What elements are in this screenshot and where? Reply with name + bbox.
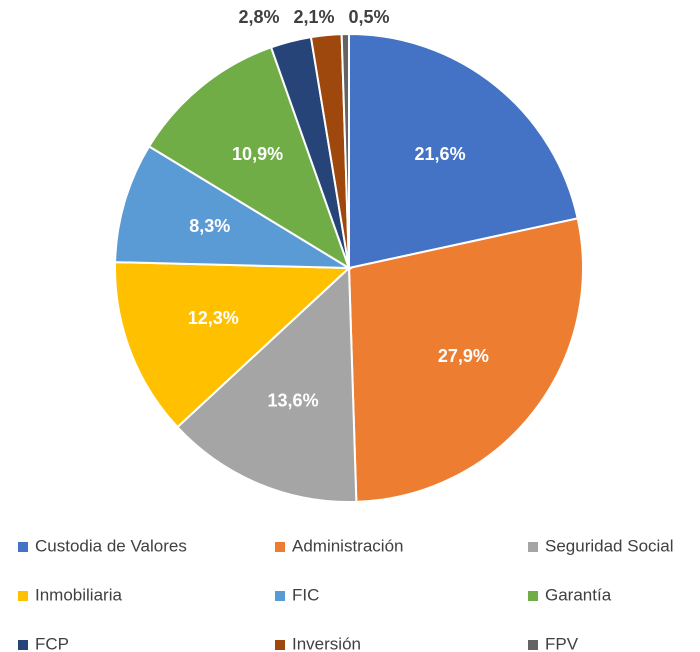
pie-slice <box>114 144 353 270</box>
legend-swatch <box>528 542 538 552</box>
legend-swatch <box>18 591 28 601</box>
legend-swatch <box>528 640 538 650</box>
legend-label: Inversión <box>292 634 361 652</box>
data-label: 2,1% <box>293 7 334 27</box>
legend-label: Inmobiliaria <box>35 585 122 604</box>
pie-slice <box>147 46 351 271</box>
legend-label: FCP <box>35 634 69 652</box>
legend-label: Garantía <box>545 585 612 604</box>
data-label: 13,6% <box>268 391 319 411</box>
legend-swatch <box>275 542 285 552</box>
legend-swatch <box>18 640 28 650</box>
data-label: 21,6% <box>415 144 466 164</box>
pie-slice <box>176 265 358 503</box>
pie-slice <box>348 32 579 270</box>
data-label: 12,3% <box>188 308 239 328</box>
data-label: 27,9% <box>438 346 489 366</box>
legend-swatch <box>18 542 28 552</box>
legend-swatch <box>528 591 538 601</box>
pie-slice <box>114 261 352 429</box>
data-label: 8,3% <box>189 216 230 236</box>
data-label: 2,8% <box>238 7 279 27</box>
legend-label: FIC <box>292 585 319 604</box>
data-label: 0,5% <box>348 7 389 27</box>
legend-swatch <box>275 591 285 601</box>
pie-slice <box>340 32 350 269</box>
legend-label: Seguridad Social <box>545 536 674 555</box>
legend-label: FPV <box>545 634 579 652</box>
legend-label: Administración <box>292 536 404 555</box>
legend-swatch <box>275 640 285 650</box>
legend-label: Custodia de Valores <box>35 536 187 555</box>
data-label: 10,9% <box>232 144 283 164</box>
pie-slice <box>347 217 584 503</box>
